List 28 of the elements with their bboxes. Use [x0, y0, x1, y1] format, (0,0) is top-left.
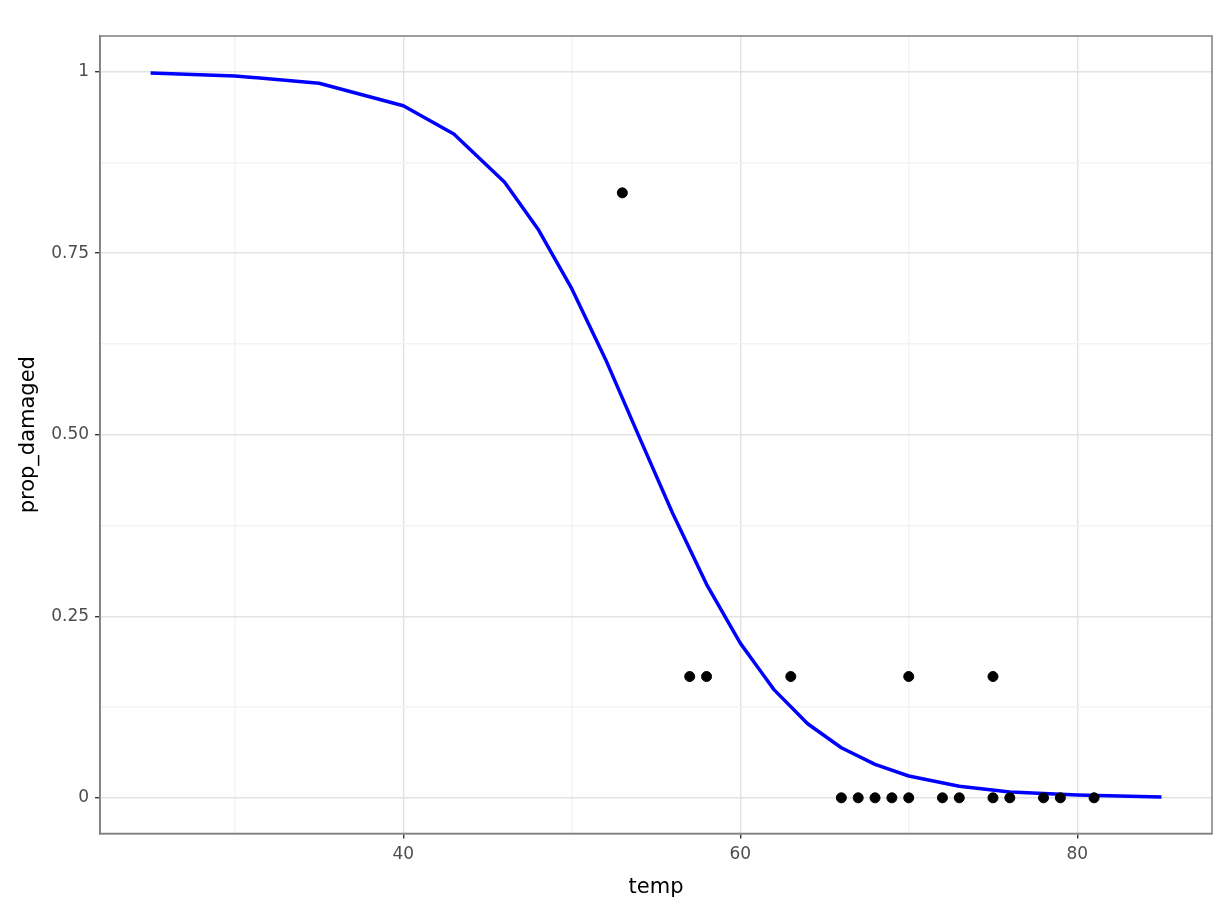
point — [953, 792, 965, 804]
point — [1054, 792, 1066, 804]
y-tick-label: 0 — [78, 786, 90, 807]
y-tick-label: 0.25 — [51, 604, 90, 625]
point — [1088, 792, 1100, 804]
point — [616, 187, 628, 199]
point — [936, 792, 948, 804]
point — [869, 792, 881, 804]
y-tick-label: 1 — [78, 60, 90, 81]
point — [903, 792, 915, 804]
point — [852, 792, 864, 804]
y-axis-title: prop_damaged — [15, 356, 41, 514]
point — [886, 792, 898, 804]
point — [684, 671, 696, 683]
y-tick-label: 0.75 — [51, 241, 90, 262]
x-tick-label: 80 — [1066, 843, 1089, 864]
point — [1038, 792, 1050, 804]
x-tick-label: 40 — [392, 843, 415, 864]
x-axis-title: temp — [628, 873, 684, 898]
point — [987, 671, 999, 683]
point — [987, 792, 999, 804]
point — [1004, 792, 1016, 804]
y-tick-label: 0.50 — [51, 423, 90, 444]
point — [903, 671, 915, 683]
point — [701, 671, 713, 683]
point — [835, 792, 847, 804]
point — [785, 671, 797, 683]
x-tick-label: 60 — [729, 843, 752, 864]
